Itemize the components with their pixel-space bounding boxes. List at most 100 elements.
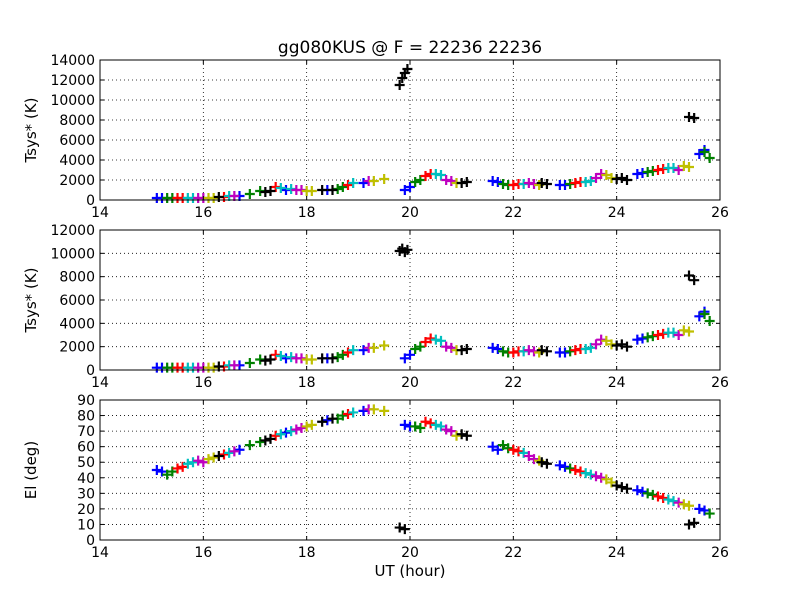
data-point — [317, 416, 328, 427]
figure-title: gg080KUS @ F = 22236 22236 — [278, 38, 542, 58]
data-point — [327, 185, 338, 195]
x-tick-label: 24 — [608, 205, 626, 221]
data-point — [244, 189, 255, 199]
data-point — [436, 421, 446, 432]
data-point — [694, 149, 705, 159]
data-point — [296, 423, 307, 433]
data-point — [379, 174, 390, 184]
data-point — [306, 354, 317, 365]
data-point — [405, 182, 415, 192]
data-point — [616, 339, 627, 350]
data-point — [368, 176, 379, 186]
x-tick-label: 26 — [711, 205, 729, 221]
x-tick-label: 22 — [504, 205, 522, 221]
data-point — [601, 170, 612, 180]
x-tick-label: 22 — [504, 545, 522, 561]
data-point — [673, 165, 684, 175]
data-point — [394, 80, 405, 90]
x-tick-label: 22 — [504, 375, 522, 391]
data-point — [399, 353, 410, 364]
data-point — [554, 460, 565, 471]
data-point — [492, 177, 503, 187]
data-point — [668, 496, 679, 507]
y-tick-label: 6000 — [59, 293, 95, 309]
data-point — [188, 457, 198, 468]
data-point — [456, 429, 467, 440]
data-point — [694, 311, 705, 322]
data-point — [224, 447, 235, 458]
data-point — [565, 463, 576, 474]
y-tick-label: 6000 — [59, 133, 95, 149]
x-tick-label: 18 — [298, 375, 316, 391]
data-point — [270, 349, 281, 360]
data-point — [162, 469, 173, 480]
data-point — [647, 331, 658, 342]
data-point — [177, 461, 188, 472]
x-tick-label: 14 — [91, 375, 109, 391]
data-point — [301, 421, 312, 432]
data-point — [570, 465, 581, 475]
data-point — [446, 176, 457, 186]
data-point — [234, 444, 245, 455]
data-point — [343, 409, 353, 419]
data-point — [322, 415, 333, 426]
data-point — [172, 463, 183, 474]
data-point — [327, 413, 338, 424]
data-point — [689, 113, 700, 123]
data-point — [704, 153, 715, 163]
data-point — [208, 452, 219, 463]
y-tick-label: 70 — [77, 424, 95, 440]
data-point — [606, 477, 617, 488]
data-markers — [151, 243, 715, 373]
data-point — [167, 466, 178, 477]
x-tick-label: 14 — [91, 205, 109, 221]
y-tick-label: 2000 — [59, 340, 95, 356]
data-point — [337, 410, 348, 421]
data-point — [425, 418, 436, 429]
data-point — [265, 186, 276, 196]
data-point — [415, 175, 426, 185]
data-point — [405, 349, 415, 360]
data-point — [358, 345, 369, 356]
data-point — [523, 451, 534, 461]
data-point — [461, 430, 472, 441]
x-tick-label: 18 — [298, 205, 316, 221]
panels: 14 16 18 20 22 24 2602000400060008000100001200… — [22, 53, 729, 580]
data-point — [379, 340, 390, 351]
data-point — [430, 334, 441, 345]
y-tick-label: 12000 — [50, 223, 95, 239]
data-point — [622, 483, 632, 494]
data-point — [585, 469, 596, 480]
y-tick-label: 0 — [86, 533, 95, 549]
data-point — [684, 162, 694, 172]
data-point — [379, 405, 390, 416]
data-point — [275, 183, 286, 193]
data-point — [508, 347, 519, 358]
data-point — [668, 163, 679, 173]
data-point — [291, 424, 302, 435]
data-point — [704, 508, 715, 519]
data-point — [332, 352, 343, 363]
data-point — [399, 185, 410, 195]
y-tick-label: 10000 — [50, 93, 95, 109]
data-point — [157, 466, 167, 477]
data-point — [260, 435, 271, 446]
data-point — [673, 330, 684, 340]
data-point — [632, 334, 643, 345]
data-point — [673, 497, 684, 508]
x-tick-label: 20 — [401, 545, 419, 561]
data-point — [668, 327, 679, 338]
data-point — [451, 430, 462, 441]
y-tick-label: 2000 — [59, 173, 95, 189]
data-point — [436, 170, 446, 180]
data-point — [348, 407, 359, 418]
y-tick-label: 8000 — [59, 113, 95, 129]
data-point — [368, 404, 379, 415]
data-point — [402, 64, 413, 74]
x-tick-label: 18 — [298, 545, 316, 561]
data-point — [678, 325, 689, 336]
data-point — [653, 330, 663, 340]
data-point — [193, 455, 204, 466]
x-tick-label: 16 — [194, 205, 212, 221]
